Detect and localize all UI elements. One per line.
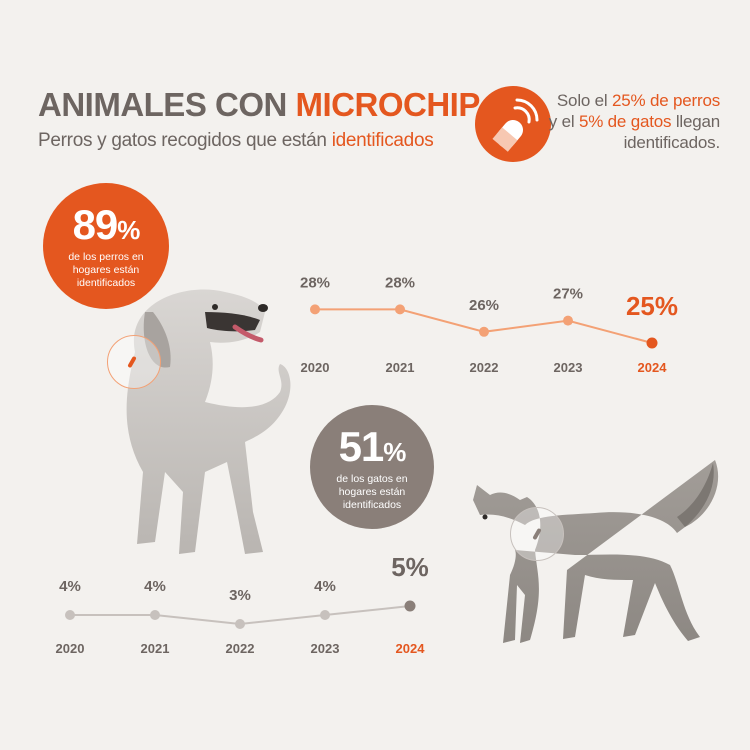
- dog-year-label-2022: 2022: [470, 360, 499, 375]
- dog-point-2021: [395, 304, 405, 315]
- dog-badge-caption: de los perros en hogares están identific…: [68, 251, 144, 289]
- dog-value-label-2022: 26%: [469, 297, 499, 314]
- summary-line1-pre: Solo el: [556, 91, 613, 110]
- cat-point-2020: [65, 610, 75, 620]
- dog-point-2023: [563, 315, 573, 326]
- cat-chip-magnifier: [510, 507, 564, 561]
- cat-badge-caption: de los gatos en hogares están identifica…: [336, 473, 408, 511]
- cat-value-label-2022: 3%: [229, 587, 251, 604]
- page-title: ANIMALES CON MICROCHIP: [38, 86, 480, 124]
- subtitle-main: Perros y gatos recogidos que están: [38, 130, 332, 151]
- cat-value-label-2024: 5%: [391, 552, 429, 582]
- subtitle-highlight: identificados: [331, 130, 434, 151]
- cat-badge-unit: %: [383, 437, 406, 467]
- title-main: ANIMALES CON: [38, 86, 296, 123]
- cat-point-2023: [320, 610, 330, 620]
- summary-text: Solo el 25% de perros y el 5% de gatos l…: [540, 90, 720, 153]
- cat-year-label-2024: 2024: [396, 641, 426, 656]
- cat-image: [473, 460, 719, 643]
- page-subtitle: Perros y gatos recogidos que están ident…: [38, 130, 434, 152]
- dog-badge-unit: %: [117, 215, 140, 245]
- dog-series-line: [315, 308, 653, 344]
- dog-year-label-2023: 2023: [554, 360, 583, 375]
- cat-point-2021: [150, 610, 160, 620]
- dog-value-label-2021: 28%: [385, 274, 415, 291]
- summary-line1-highlight: 25% de perros: [612, 91, 720, 110]
- cat-value-label-2023: 4%: [314, 578, 336, 595]
- cat-year-label-2021: 2021: [141, 641, 170, 656]
- cat-year-label-2023: 2023: [311, 641, 340, 656]
- cat-year-label-2020: 2020: [56, 641, 85, 656]
- cat-value-label-2020: 4%: [59, 578, 81, 595]
- summary-line2-pre: y el: [548, 112, 579, 131]
- dog-point-2022: [479, 326, 489, 337]
- summary-line2-highlight: 5% de gatos: [578, 112, 672, 131]
- dog-value-label-2024: 25%: [626, 291, 678, 321]
- title-highlight: MICROCHIP: [295, 86, 481, 123]
- dog-point-2024: [646, 337, 658, 349]
- dog-value-label-2020: 28%: [300, 274, 330, 291]
- cat-year-label-2022: 2022: [226, 641, 255, 656]
- dog-year-label-2024: 2024: [638, 360, 668, 375]
- dog-value-label-2023: 27%: [553, 286, 583, 303]
- microchip-signal-icon: [475, 86, 551, 162]
- cat-point-2024: [404, 600, 416, 612]
- dog-year-label-2020: 2020: [301, 360, 330, 375]
- dog-percentage-badge: 89% de los perros en hogares están ident…: [43, 183, 169, 309]
- cat-percentage-badge: 51% de los gatos en hogares están identi…: [310, 405, 434, 529]
- dog-point-2020: [310, 304, 320, 315]
- cat-value-label-2021: 4%: [144, 578, 166, 595]
- cat-point-2022: [235, 619, 245, 629]
- cat-badge-value: 51: [338, 423, 385, 470]
- summary-line3: identificados.: [623, 133, 721, 152]
- summary-line2-post: llegan: [671, 112, 720, 131]
- dog-chip-magnifier: [107, 335, 161, 389]
- dog-year-label-2021: 2021: [386, 360, 415, 375]
- dog-badge-value: 89: [72, 201, 119, 248]
